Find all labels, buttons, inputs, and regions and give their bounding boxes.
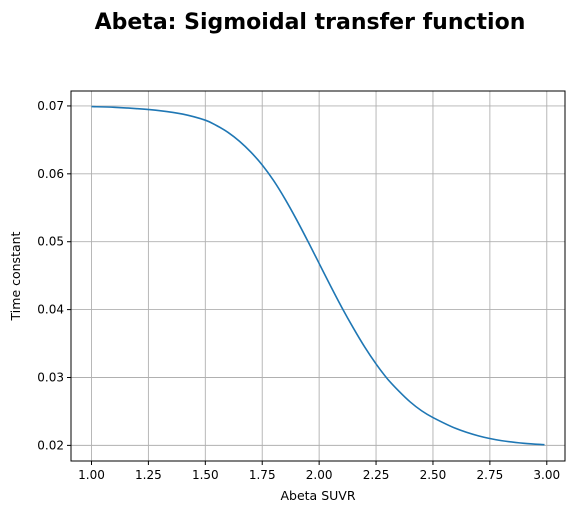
x-tick-label: 1.00 — [78, 468, 105, 482]
series-line-0 — [91, 105, 545, 446]
x-tick-label: 1.25 — [135, 468, 162, 482]
y-axis-label: Time constant — [8, 231, 23, 321]
x-tick-label: 1.50 — [192, 468, 219, 482]
x-tick-label: 1.75 — [249, 468, 276, 482]
plot-frame — [70, 90, 566, 462]
x-tick-label: 2.25 — [363, 468, 390, 482]
x-axis: 1.00 1.25 1.50 1.75 2.00 2.25 2.50 2.75 3.00 — [78, 461, 560, 482]
x-tick-label: 3.00 — [533, 468, 560, 482]
chart-title: Abeta: Sigmoidal transfer function — [95, 10, 526, 35]
y-tick-label: 0.05 — [37, 235, 64, 249]
x-tick-label: 2.50 — [420, 468, 447, 482]
x-axis-label: Abeta SUVR — [280, 488, 355, 503]
y-tick-label: 0.02 — [37, 438, 64, 452]
y-tick-label: 0.04 — [37, 303, 64, 317]
y-tick-label: 0.06 — [37, 167, 64, 181]
x-tick-label: 2.75 — [477, 468, 504, 482]
x-tick-label: 2.00 — [306, 468, 333, 482]
y-tick-label: 0.03 — [37, 370, 64, 384]
y-axis: 0.02 0.03 0.04 0.05 0.06 0.07 — [37, 99, 71, 452]
y-tick-label: 0.07 — [37, 99, 64, 113]
grid — [71, 91, 565, 461]
plot-series — [91, 105, 545, 446]
